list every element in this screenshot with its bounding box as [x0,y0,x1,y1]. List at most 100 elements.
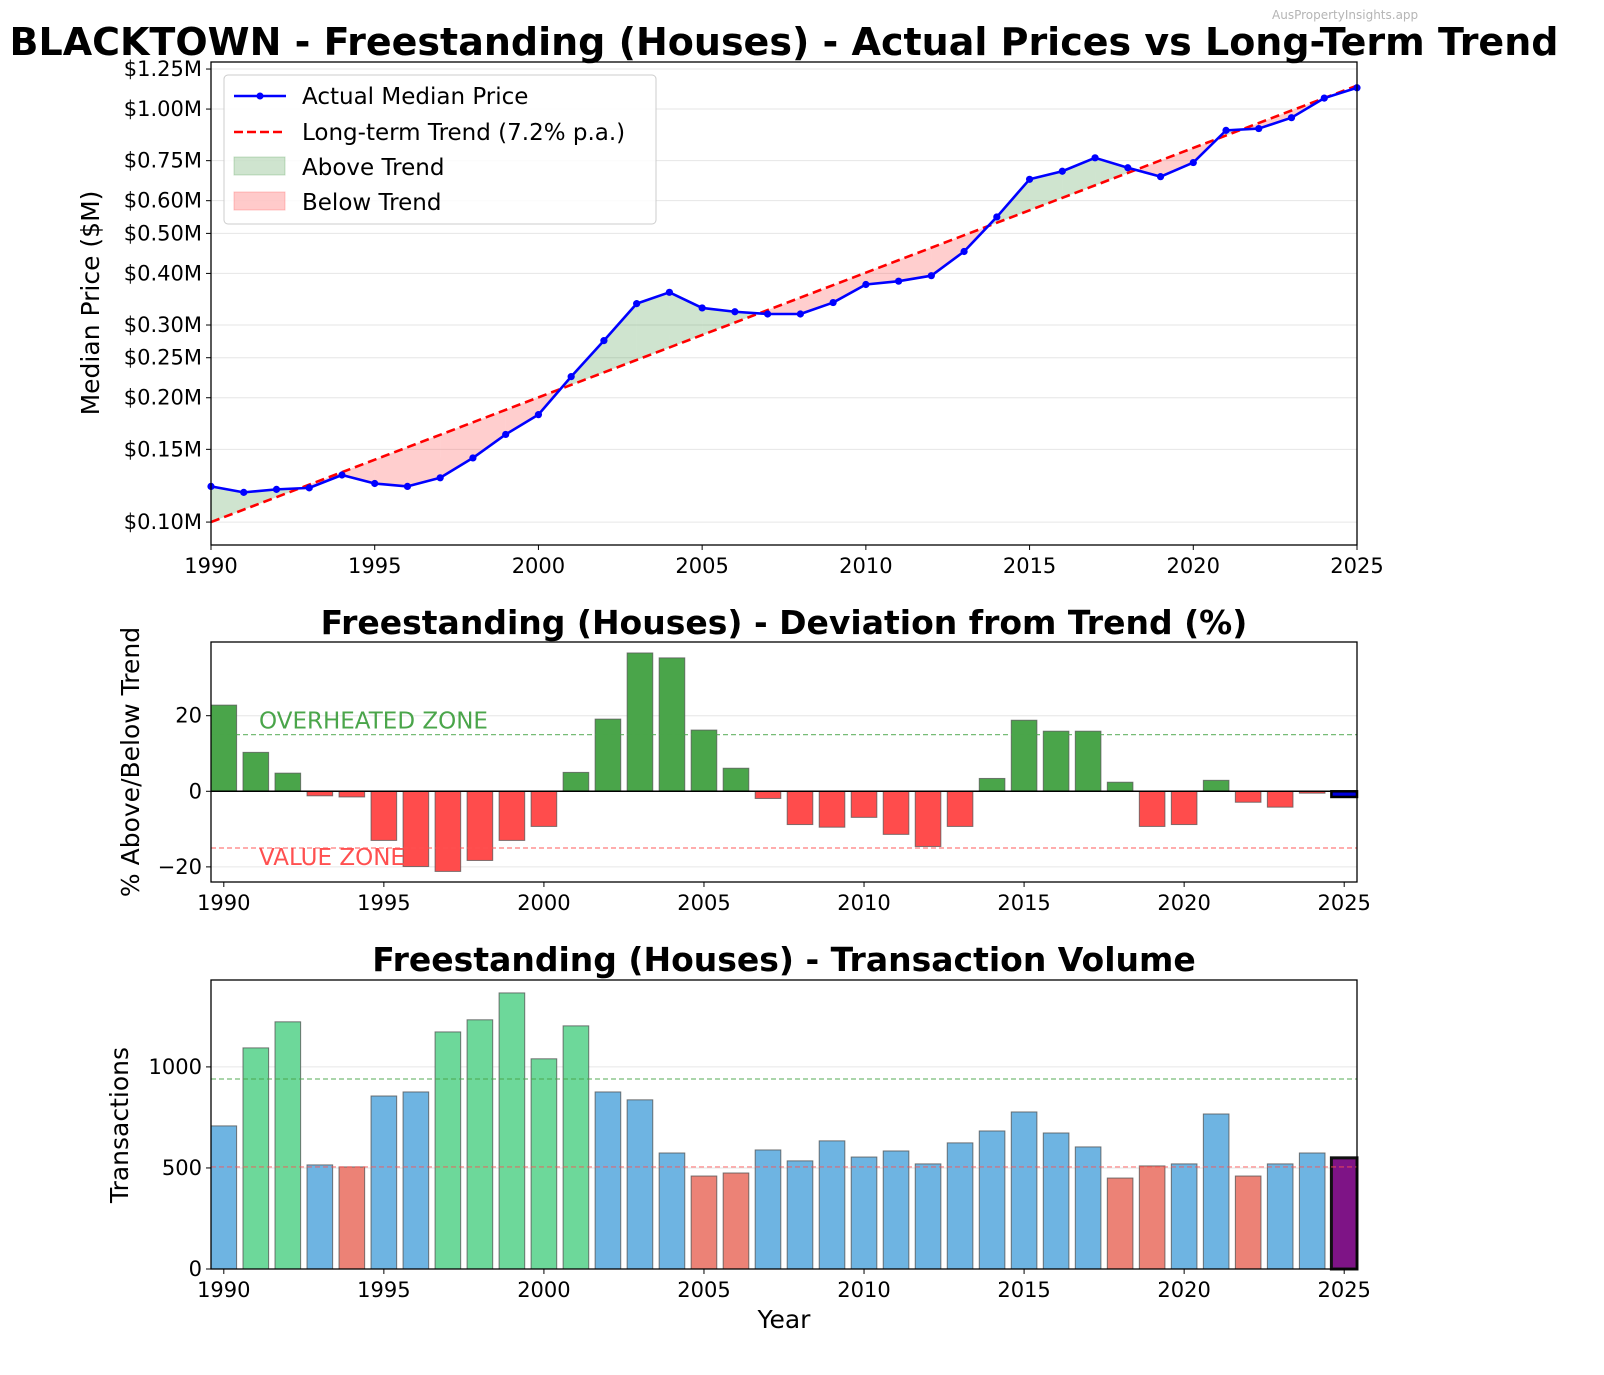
watermark: AusPropertyInsights.app [1272,8,1419,22]
price-point [829,298,837,307]
volume-bar-normal [402,1091,430,1270]
x-tick-label: 2000 [517,891,570,915]
deviation-bar [786,790,814,826]
above-trend-fill [243,489,277,510]
price-point [1124,164,1132,172]
price-point [698,304,706,312]
volume-bar-normal [1266,1163,1294,1270]
price-point [1156,173,1165,181]
deviation-bar [978,777,1006,792]
deviation-thresholds [211,733,1357,849]
y-tick-label: $0.60M [124,189,202,213]
y-tick-label: 500 [162,1156,202,1180]
price-point [960,247,968,256]
price-point [665,288,674,296]
price-x-ticks: 1990 1995 2000 2005 2010 2015 2020 2025 [184,545,1384,578]
below-trend-fill [1135,160,1161,177]
price-point [862,280,870,289]
x-tick-label: 2005 [677,891,730,915]
x-tick-label: 2010 [837,1278,890,1302]
deviation-bar [210,704,238,792]
deviation-bar [626,652,654,792]
below-trend-fill [341,459,375,484]
volume-bar-low [1234,1175,1262,1270]
deviation-bar [818,790,846,828]
volume-bar-low [1138,1165,1166,1270]
actual-price-line-group [207,84,1361,496]
below-trend-fill [767,297,801,314]
above-trend-fill [669,292,703,348]
deviation-bars [210,652,1359,872]
legend-item-trend: Long-term Trend (7.2% p.a.) [234,120,625,146]
y-tick-label: $0.25M [124,346,202,370]
volume-bar-normal [1074,1146,1102,1270]
volume-bar-normal [946,1142,974,1270]
x-tick-label: 2020 [1157,891,1210,915]
price-point [993,213,1001,221]
deviation-bar [1106,781,1134,792]
x-tick-label: 2010 [839,554,892,578]
deviation-bar [530,790,558,827]
above-trend-fill [636,292,670,360]
x-tick-label: 2025 [1330,554,1383,578]
y-tick-label: 20 [175,704,202,728]
x-tick-label: 2000 [517,1278,570,1302]
volume-bar-high [466,1019,494,1270]
x-tick-label: 2010 [837,891,890,915]
below-trend-fill [898,247,932,282]
volume-bar-low [1106,1177,1134,1270]
price-point [1058,167,1066,175]
volume-bar-high [242,1047,270,1270]
deviation-bar [1074,730,1102,792]
volume-bar-normal [1170,1163,1198,1270]
volume-x-axis-label: Year [757,1305,812,1334]
volume-bar-latest [1329,1156,1359,1271]
volume-bar-normal [210,1125,238,1270]
above-trend-fill [702,307,735,336]
volume-bar-high [498,992,526,1270]
deviation-bar [242,751,270,792]
price-point [1189,158,1197,167]
volume-bar-normal [754,1149,782,1270]
deviation-zone-labels: OVERHEATED ZONE VALUE ZONE [259,709,488,871]
x-tick-label: 2020 [1167,554,1220,578]
volume-bar-normal [786,1160,814,1270]
legend-marker-icon [256,92,264,100]
y-tick-label: 0 [189,779,202,803]
y-tick-label: $1.25M [124,57,202,81]
deviation-bar [754,790,782,799]
deviation-bar [434,790,462,872]
deviation-bar [1266,790,1294,808]
volume-bar-high [562,1025,590,1270]
x-tick-label: 2020 [1157,1278,1210,1302]
volume-y-ticks: 0 500 1000 [149,1055,211,1281]
deviation-bar [850,790,878,818]
deviation-bar [722,767,750,792]
price-y-ticks: $0.10M $0.15M $0.20M $0.25M $0.30M $0.40M $0.5… [124,57,211,534]
volume-bar-high [530,1058,558,1270]
volume-bar-normal [1298,1152,1326,1270]
deviation-bar-latest [1330,790,1359,799]
y-tick-label: −20 [158,855,202,879]
legend-label: Above Trend [302,155,444,181]
value-zone-label: VALUE ZONE [259,845,405,871]
deviation-plot-frame [210,641,1358,883]
y-tick-label: $0.30M [124,313,202,337]
x-tick-label: 2025 [1317,1278,1370,1302]
x-tick-label: 2025 [1317,891,1370,915]
deviation-bar [370,790,398,841]
volume-bar-low [338,1166,366,1270]
price-point [469,454,477,462]
price-point [764,310,772,318]
deviation-bar [466,790,494,861]
x-tick-label: 2005 [677,1278,730,1302]
x-tick-label: 2015 [997,1278,1050,1302]
x-tick-label: 2005 [675,554,728,578]
deviation-bar [658,657,686,792]
volume-chart-title: Freestanding (Houses) - Transaction Volu… [372,940,1196,979]
price-legend: Actual Median Price Long-term Trend (7.2… [223,74,657,225]
above-trend-fill [1062,157,1096,198]
price-point [600,337,608,345]
price-chart-title: BLACKTOWN - Freestanding (Houses) - Actu… [10,20,1559,64]
legend-item-actual: Actual Median Price [234,84,528,110]
